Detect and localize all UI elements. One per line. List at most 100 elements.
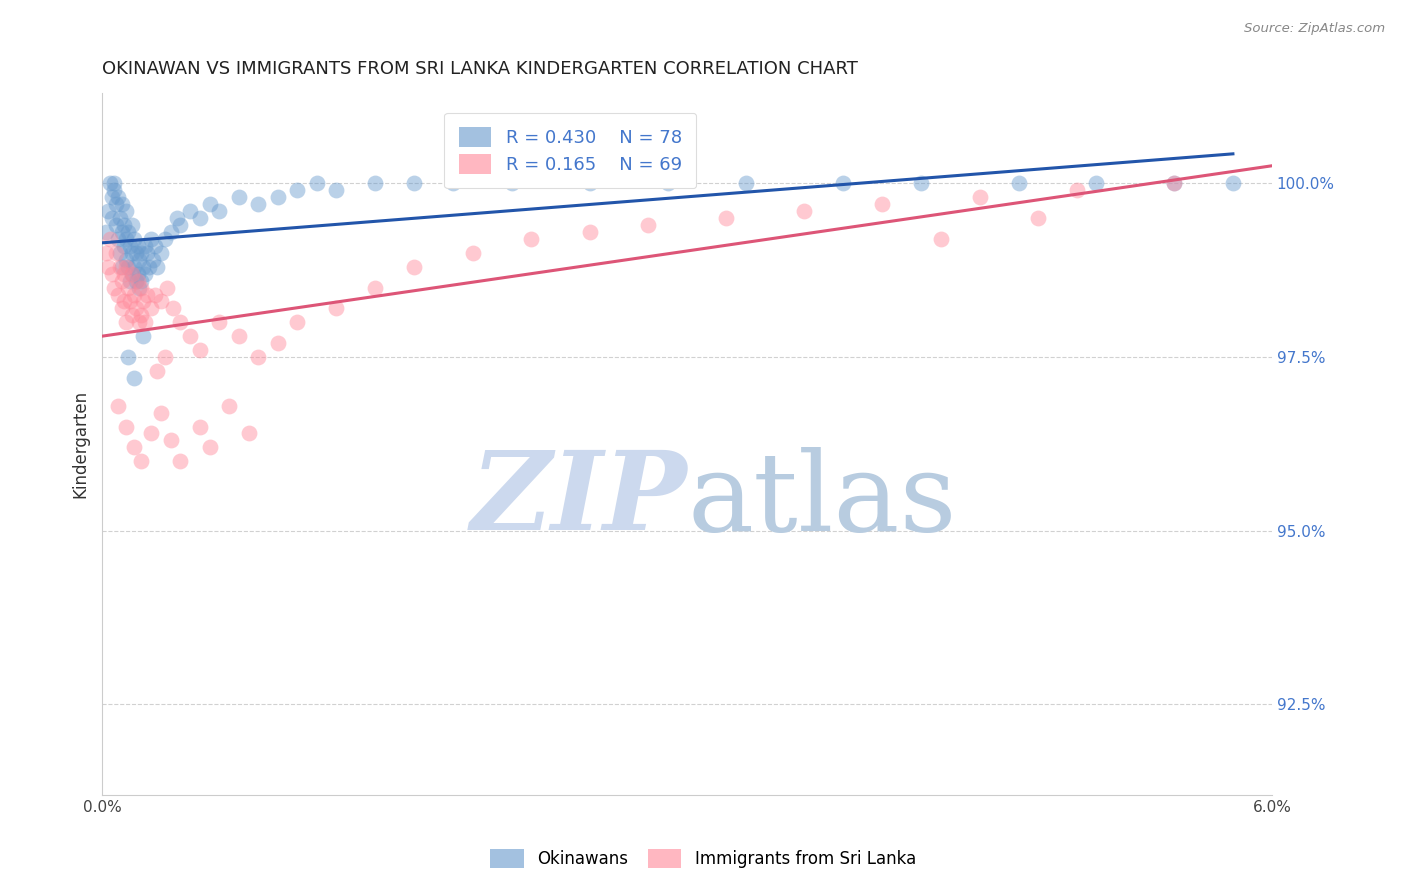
Point	[111, 301, 134, 316]
Point	[1163, 177, 1185, 191]
Point	[118, 239, 141, 253]
Point	[870, 197, 893, 211]
Point	[169, 315, 191, 329]
Point	[267, 190, 290, 204]
Point	[117, 260, 139, 274]
Point	[146, 260, 169, 274]
Point	[325, 183, 347, 197]
Point	[156, 280, 179, 294]
Point	[929, 232, 952, 246]
Point	[188, 343, 211, 357]
Point	[141, 232, 163, 246]
Text: ZIP: ZIP	[471, 446, 688, 554]
Y-axis label: Kindergarten: Kindergarten	[72, 390, 89, 498]
Point	[143, 287, 166, 301]
Point	[1222, 177, 1244, 191]
Point	[105, 245, 128, 260]
Point	[247, 197, 270, 211]
Point	[404, 260, 426, 274]
Point	[364, 280, 387, 294]
Point	[520, 232, 543, 246]
Point	[228, 190, 250, 204]
Point	[108, 260, 131, 274]
Point	[149, 406, 172, 420]
Point	[122, 287, 145, 301]
Point	[111, 274, 134, 288]
Point	[714, 211, 737, 225]
Point	[114, 232, 136, 246]
Point	[166, 211, 188, 225]
Point	[159, 225, 181, 239]
Point	[112, 294, 135, 309]
Point	[121, 218, 143, 232]
Point	[121, 267, 143, 281]
Point	[108, 211, 131, 225]
Point	[124, 245, 146, 260]
Point	[107, 232, 129, 246]
Point	[124, 301, 146, 316]
Point	[169, 454, 191, 468]
Point	[103, 177, 125, 191]
Legend: Okinawans, Immigrants from Sri Lanka: Okinawans, Immigrants from Sri Lanka	[484, 843, 922, 875]
Point	[103, 183, 125, 197]
Point	[578, 225, 600, 239]
Point	[179, 329, 201, 343]
Point	[131, 245, 153, 260]
Point	[143, 239, 166, 253]
Point	[208, 204, 231, 219]
Point	[121, 245, 143, 260]
Point	[198, 441, 221, 455]
Point	[108, 245, 131, 260]
Point	[118, 294, 141, 309]
Point	[153, 350, 176, 364]
Point	[105, 197, 128, 211]
Point	[285, 183, 308, 197]
Point	[267, 336, 290, 351]
Point	[1163, 177, 1185, 191]
Point	[146, 364, 169, 378]
Point	[198, 197, 221, 211]
Point	[228, 329, 250, 343]
Point	[404, 177, 426, 191]
Point	[657, 177, 679, 191]
Point	[127, 267, 149, 281]
Point	[637, 218, 659, 232]
Point	[98, 232, 121, 246]
Point	[131, 454, 153, 468]
Point	[132, 329, 155, 343]
Point	[121, 309, 143, 323]
Point	[132, 294, 155, 309]
Point	[97, 260, 120, 274]
Text: atlas: atlas	[688, 447, 957, 554]
Point	[832, 177, 855, 191]
Point	[142, 252, 165, 267]
Text: Source: ZipAtlas.com: Source: ZipAtlas.com	[1244, 22, 1385, 36]
Point	[218, 399, 240, 413]
Point	[124, 274, 146, 288]
Point	[141, 426, 163, 441]
Point	[132, 260, 155, 274]
Point	[238, 426, 260, 441]
Point	[149, 245, 172, 260]
Point	[179, 204, 201, 219]
Point	[122, 232, 145, 246]
Point	[105, 218, 128, 232]
Point	[128, 252, 150, 267]
Point	[114, 315, 136, 329]
Point	[122, 260, 145, 274]
Point	[111, 260, 134, 274]
Point	[97, 204, 120, 219]
Legend: R = 0.430    N = 78, R = 0.165    N = 69: R = 0.430 N = 78, R = 0.165 N = 69	[444, 112, 696, 188]
Point	[131, 274, 153, 288]
Point	[131, 309, 153, 323]
Point	[188, 211, 211, 225]
Point	[114, 260, 136, 274]
Point	[441, 177, 464, 191]
Point	[1007, 177, 1029, 191]
Point	[96, 225, 118, 239]
Point	[112, 239, 135, 253]
Point	[162, 301, 184, 316]
Point	[128, 315, 150, 329]
Point	[117, 280, 139, 294]
Point	[136, 245, 159, 260]
